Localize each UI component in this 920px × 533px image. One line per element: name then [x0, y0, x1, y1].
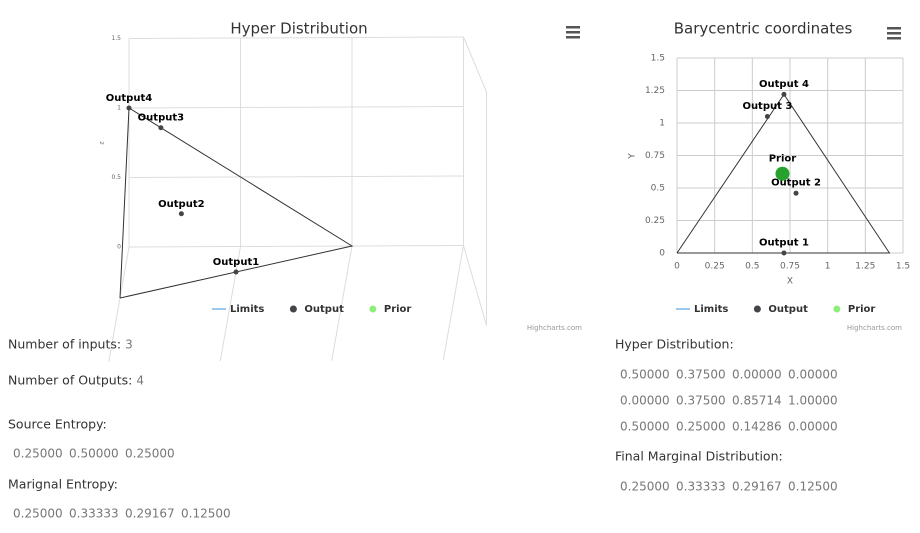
table-value: 0.25000 [676, 420, 726, 434]
point-label: Output 3 [742, 101, 792, 112]
credits: Highcharts.com [847, 324, 902, 332]
floor-line [219, 246, 241, 362]
point-label: Output 4 [759, 79, 809, 90]
table-value: 0.33333 [69, 507, 119, 521]
table-value: 0.25000 [125, 447, 175, 461]
table-value: 0.25000 [13, 507, 63, 521]
y-tick-label: 0.25 [645, 216, 665, 226]
table-value: 1.00000 [788, 394, 838, 408]
grid-line [128, 106, 464, 109]
point [233, 269, 239, 275]
table-value: 0.50000 [620, 368, 670, 382]
chart-menu[interactable] [566, 26, 580, 39]
x-tick-label: 0.75 [780, 262, 800, 272]
legend-symbol [833, 305, 841, 313]
grid-line [128, 36, 464, 39]
x-tick-label: 0.25 [705, 262, 725, 272]
table-value: 0.50000 [69, 447, 119, 461]
point [764, 114, 770, 119]
table-value: 0.25000 [13, 447, 63, 461]
credits: Highcharts.com [527, 324, 582, 332]
point [775, 166, 790, 181]
x-tick-label: 1.5 [896, 262, 910, 272]
table-value: 0.00000 [732, 368, 782, 382]
point-label: Output1 [213, 257, 259, 268]
info-value: 3 [125, 338, 133, 352]
side-wall [463, 36, 487, 326]
y-tick-label: 1 [659, 119, 665, 129]
point [126, 105, 132, 111]
section-label: Hyper Distribution: [615, 337, 734, 352]
y-tick-label: 1 [117, 105, 121, 112]
point-label: Output3 [138, 113, 184, 124]
table-value: 0.29167 [125, 507, 175, 521]
chart-menu[interactable] [887, 27, 901, 40]
y-axis-title: z [99, 141, 106, 144]
table-value: 0.33333 [676, 480, 726, 494]
y-tick-label: 0.75 [645, 151, 665, 161]
x-tick-label: 1 [825, 262, 831, 272]
floor-line [331, 245, 353, 361]
floor-line [108, 246, 130, 362]
table-value: 0.50000 [620, 420, 670, 434]
legend-symbol [369, 305, 377, 313]
y-tick-label: 0.5 [111, 174, 121, 181]
table-value: 0.12500 [181, 507, 231, 521]
point [158, 125, 164, 131]
legend-label: Prior [848, 304, 876, 315]
table-value: 0.00000 [620, 394, 670, 408]
y-tick-label: 0 [117, 244, 121, 251]
x-tick-label: 0 [674, 262, 680, 272]
floor-line [442, 245, 464, 361]
table-value: 0.00000 [788, 368, 838, 382]
point [178, 211, 184, 217]
y-tick-label: 1.5 [651, 54, 665, 64]
legend-label: Output [768, 304, 808, 315]
chart-title: Barycentric coordinates [674, 20, 853, 38]
table-value: 0.25000 [620, 480, 670, 494]
point-label: Prior [769, 154, 797, 165]
grid-line [128, 175, 464, 178]
point [781, 250, 787, 256]
table-value: 0.14286 [732, 420, 782, 434]
legend-symbol [289, 305, 297, 313]
point [793, 190, 799, 196]
table-value: 0.29167 [732, 480, 782, 494]
point-label: Output 2 [771, 178, 821, 189]
legend-label: Limits [694, 304, 728, 315]
x-tick-label: 0.5 [745, 262, 759, 272]
info-value: 4 [136, 374, 144, 388]
chart-title: Hyper Distribution [230, 20, 367, 38]
table-value: 0.37500 [676, 394, 726, 408]
y-axis-title: Y [628, 153, 638, 160]
y-tick-label: 1.5 [111, 35, 121, 42]
y-tick-label: 1.25 [645, 86, 665, 96]
legend-symbol [753, 305, 761, 313]
point [781, 91, 787, 97]
section-label: Source Entropy: [8, 417, 107, 432]
y-tick-label: 0 [659, 249, 665, 259]
section-label: Final Marginal Distribution: [615, 449, 783, 464]
point-label: Output 1 [759, 238, 809, 249]
x-tick-label: 1.25 [855, 262, 875, 272]
grid-line [128, 245, 464, 248]
x-axis-title: X [787, 277, 793, 287]
table-value: 0.37500 [676, 368, 726, 382]
section-label: Marignal Entropy: [8, 477, 118, 492]
legend-label: Limits [230, 304, 264, 315]
info-label: Number of Outputs: [8, 373, 132, 388]
point-label: Output2 [158, 199, 204, 210]
y-tick-label: 0.5 [651, 184, 665, 194]
point-label: Output4 [106, 93, 152, 104]
table-value: 0.85714 [732, 394, 782, 408]
legend-label: Output [304, 304, 344, 315]
table-value: 0.12500 [788, 480, 838, 494]
legend-label: Prior [384, 304, 412, 315]
info-label: Number of inputs: [8, 337, 121, 352]
table-value: 0.00000 [788, 420, 838, 434]
